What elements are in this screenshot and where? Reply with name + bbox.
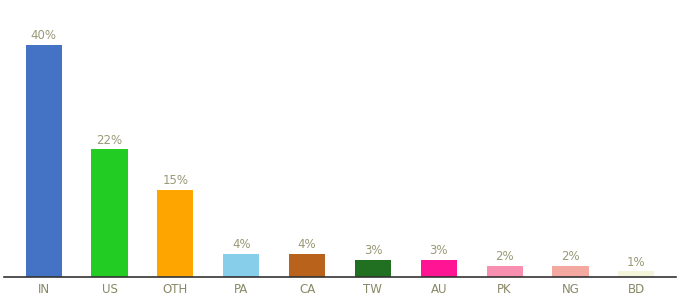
Text: 2%: 2% <box>561 250 580 263</box>
Text: 3%: 3% <box>430 244 448 257</box>
Bar <box>91 149 128 277</box>
Bar <box>355 260 391 277</box>
Text: 40%: 40% <box>31 29 56 42</box>
Text: 3%: 3% <box>364 244 382 257</box>
Bar <box>618 272 654 277</box>
Text: 1%: 1% <box>627 256 645 268</box>
Bar <box>486 266 523 277</box>
Bar <box>26 45 62 277</box>
Text: 15%: 15% <box>163 174 188 187</box>
Bar <box>157 190 194 277</box>
Bar <box>552 266 589 277</box>
Text: 4%: 4% <box>232 238 250 251</box>
Text: 22%: 22% <box>97 134 122 146</box>
Text: 2%: 2% <box>495 250 514 263</box>
Bar <box>223 254 259 277</box>
Bar <box>289 254 325 277</box>
Text: 4%: 4% <box>298 238 316 251</box>
Bar <box>421 260 457 277</box>
